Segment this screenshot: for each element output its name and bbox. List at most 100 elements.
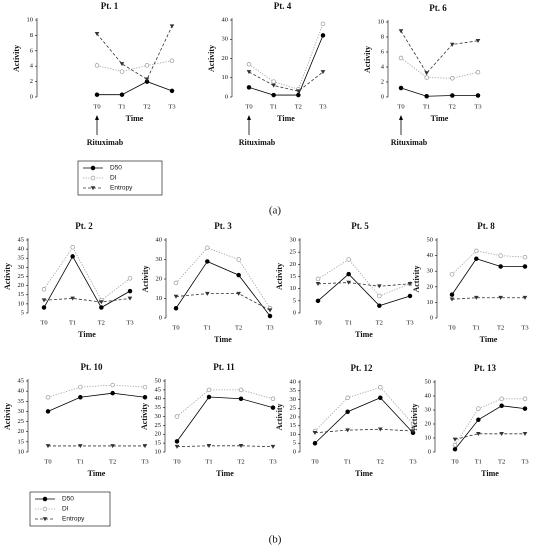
y-tick-label: 10 bbox=[222, 74, 229, 81]
point bbox=[142, 384, 148, 390]
y-tick-label: 20 bbox=[18, 428, 25, 435]
point bbox=[99, 305, 104, 310]
legend-label: Entropy bbox=[62, 516, 85, 523]
y-axis-label: Activity bbox=[207, 45, 216, 72]
y-tick-label: 2 bbox=[381, 78, 384, 85]
point bbox=[70, 245, 75, 250]
y-tick-label: 8 bbox=[381, 33, 384, 40]
x-tick-label: T1 bbox=[204, 324, 211, 331]
point bbox=[206, 443, 212, 448]
point bbox=[205, 259, 210, 264]
y-axis-label: Activity bbox=[410, 403, 419, 430]
x-tick-label: T3 bbox=[269, 458, 276, 465]
point bbox=[449, 272, 455, 277]
series-line bbox=[451, 258, 525, 295]
y-tick-label: 25 bbox=[18, 418, 25, 425]
y-tick-label: 35 bbox=[155, 404, 162, 411]
y-tick-label: 20 bbox=[290, 413, 297, 420]
x-tick-label: T2 bbox=[377, 458, 384, 465]
series-line bbox=[248, 71, 324, 92]
point bbox=[522, 396, 528, 402]
y-tick-label: 45 bbox=[18, 236, 25, 243]
x-axis-label: Time bbox=[431, 114, 449, 123]
series-line bbox=[175, 260, 271, 317]
x-tick-label: T1 bbox=[118, 103, 125, 110]
series-line bbox=[400, 30, 479, 74]
legend-marker bbox=[42, 517, 48, 522]
y-tick-label: 5 bbox=[21, 309, 24, 316]
point bbox=[315, 276, 321, 282]
point bbox=[238, 387, 244, 393]
y-tick-label: 45 bbox=[155, 386, 162, 393]
y-tick-label: 20 bbox=[222, 55, 229, 62]
y-axis-label: Activity bbox=[141, 265, 150, 292]
y-tick-label: 2 bbox=[30, 78, 33, 85]
y-tick-label: 0 bbox=[30, 93, 33, 100]
chart-title: Pt. 1 bbox=[101, 1, 119, 11]
x-axis-label: Time bbox=[126, 114, 144, 123]
legend-label: Entropy bbox=[110, 185, 133, 192]
x-tick-label: T2 bbox=[498, 458, 505, 465]
chart-title: Pt. 10 bbox=[81, 362, 103, 372]
series-line bbox=[400, 87, 478, 97]
point bbox=[271, 92, 276, 98]
point bbox=[424, 75, 429, 80]
x-tick-label: T3 bbox=[521, 458, 528, 465]
y-tick-label: 50 bbox=[155, 377, 162, 384]
point bbox=[173, 306, 179, 311]
point bbox=[475, 69, 481, 75]
point bbox=[127, 276, 133, 281]
point bbox=[476, 432, 481, 436]
point bbox=[127, 288, 133, 294]
series-line bbox=[314, 397, 414, 444]
point bbox=[41, 287, 47, 292]
y-tick-label: 25 bbox=[290, 249, 297, 256]
y-tick-label: 30 bbox=[18, 408, 25, 415]
y-tick-label: 0 bbox=[428, 448, 431, 455]
x-tick-label: T0 bbox=[311, 458, 318, 465]
y-tick-label: 35 bbox=[290, 387, 297, 394]
point bbox=[246, 85, 252, 90]
point bbox=[499, 432, 504, 436]
series-line bbox=[43, 255, 131, 309]
x-tick-label: T1 bbox=[475, 458, 482, 465]
series-line bbox=[317, 282, 411, 287]
point bbox=[246, 70, 252, 75]
point bbox=[270, 396, 276, 402]
point bbox=[377, 284, 382, 289]
y-tick-label: 15 bbox=[290, 422, 297, 429]
y-tick-label: 10 bbox=[18, 300, 25, 307]
point bbox=[452, 446, 458, 452]
y-axis-label: Activity bbox=[275, 263, 284, 290]
y-tick-label: 6 bbox=[381, 48, 385, 55]
y-tick-label: 10 bbox=[378, 18, 385, 25]
legend-label: DI bbox=[110, 175, 117, 182]
y-tick-label: 30 bbox=[290, 396, 297, 403]
y-tick-label: 40 bbox=[156, 236, 163, 243]
x-tick-label: T2 bbox=[295, 103, 302, 110]
y-axis-label: Activity bbox=[3, 403, 12, 430]
x-axis-label: Time bbox=[78, 330, 96, 339]
y-tick-label: 30 bbox=[290, 236, 297, 243]
annotation: Rituximab bbox=[239, 138, 276, 147]
x-tick-label: T0 bbox=[172, 324, 179, 331]
x-tick-label: T3 bbox=[168, 103, 175, 110]
arrow-head bbox=[95, 115, 99, 120]
y-tick-label: 45 bbox=[18, 377, 25, 384]
x-tick-label: T1 bbox=[423, 103, 430, 110]
x-tick-label: T0 bbox=[245, 103, 252, 110]
point bbox=[110, 444, 115, 449]
point bbox=[450, 93, 455, 98]
point bbox=[271, 83, 276, 88]
series-line bbox=[314, 428, 414, 434]
point bbox=[174, 444, 180, 449]
y-tick-label: 25 bbox=[155, 422, 162, 429]
y-tick-label: 35 bbox=[18, 255, 25, 262]
series-line bbox=[97, 81, 173, 96]
y-tick-label: 0 bbox=[293, 448, 296, 455]
y-tick-label: 40 bbox=[425, 392, 432, 399]
point bbox=[70, 254, 75, 259]
y-tick-label: 0 bbox=[225, 93, 228, 100]
point bbox=[270, 405, 276, 410]
point bbox=[346, 271, 351, 277]
